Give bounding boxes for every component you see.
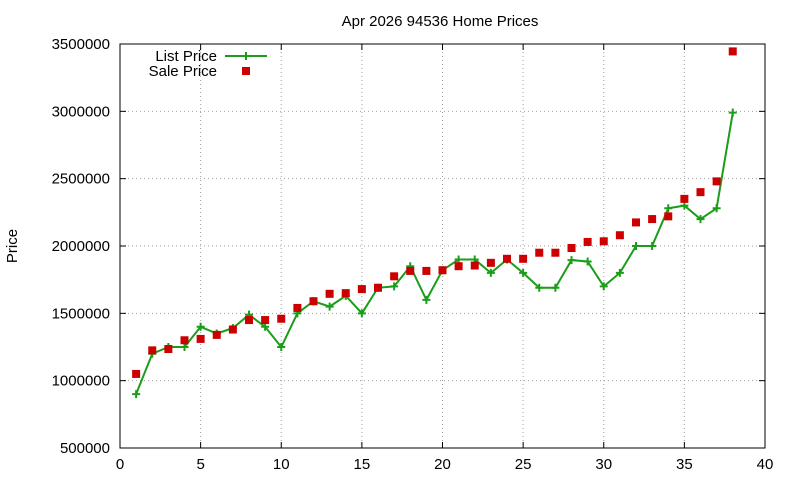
sale-price-point: [325, 289, 334, 298]
list-price-point: [261, 322, 270, 331]
sale-price-point: [374, 283, 382, 292]
plot-series: [132, 47, 737, 399]
sale-price-point: [680, 194, 689, 203]
sale-price-point: [615, 231, 624, 240]
list-price-point: [712, 204, 721, 213]
y-tick-label: 3000000: [52, 103, 110, 120]
sale-price-point: [567, 244, 576, 253]
x-tick-label: 25: [515, 456, 532, 473]
y-tick-label: 1500000: [52, 305, 110, 322]
legend-label-sale-price: Sale Price: [149, 63, 217, 80]
sale-price-point: [309, 297, 318, 306]
list-price-point: [132, 390, 141, 399]
y-tick-label: 2500000: [52, 171, 110, 188]
y-axis-label: Price: [4, 229, 21, 263]
list-price-point: [357, 309, 366, 318]
sale-price-point: [470, 261, 479, 270]
sale-price-point: [551, 248, 560, 257]
list-price-line: [135, 112, 734, 395]
x-tick-label: 10: [273, 456, 290, 473]
sale-price-point: [728, 47, 737, 56]
sale-price-point: [357, 285, 366, 294]
sale-price-point: [293, 303, 302, 312]
legend-label-list-price: List Price: [155, 48, 217, 65]
sale-price-point: [599, 237, 608, 246]
list-price-point: [728, 108, 737, 117]
list-price-point: [599, 282, 608, 291]
grid-lines: [120, 44, 765, 448]
list-price-point: [454, 255, 463, 264]
list-price-point: [277, 343, 286, 351]
sale-price-point: [712, 177, 721, 186]
x-tick-label: 35: [676, 456, 693, 473]
sale-price-point: [212, 330, 221, 339]
list-price-point: [180, 343, 189, 351]
list-price-point: [422, 295, 431, 304]
list-price-point: [390, 282, 399, 291]
list-price-point: [680, 201, 689, 210]
sale-price-point: [454, 262, 463, 271]
list-price-point: [632, 242, 640, 250]
sale-price-point: [245, 316, 253, 325]
x-tick-label: 20: [434, 456, 451, 473]
x-tick-label: 40: [757, 456, 774, 473]
x-tick-label: 0: [116, 456, 124, 473]
sale-price-point: [228, 325, 237, 334]
sale-price-point: [196, 334, 205, 343]
sale-price-point: [406, 266, 415, 275]
list-price-point: [535, 283, 544, 292]
chart-title: Apr 2026 94536 Home Prices: [342, 13, 539, 30]
list-price-point: [325, 302, 334, 311]
sale-price-point: [164, 345, 173, 354]
sale-price-point: [648, 215, 657, 224]
sale-price-point: [632, 218, 640, 227]
list-price-point: [615, 268, 624, 277]
sale-price-point: [503, 254, 511, 263]
x-tick-label: 30: [595, 456, 612, 473]
sale-price-point: [535, 248, 544, 257]
y-tick-label: 500000: [60, 440, 110, 457]
y-tick-label: 3500000: [52, 36, 110, 53]
list-price-point: [696, 215, 705, 224]
axes: 500000 1000000 1500000 2000000 2500000 300000…: [52, 36, 774, 473]
list-price-point: [519, 268, 528, 277]
list-price-point: [196, 322, 205, 331]
sale-price-point: [132, 369, 141, 378]
legend-swatch-sale-price: [242, 67, 250, 75]
y-tick-label: 2000000: [52, 238, 110, 255]
list-price-point: [551, 283, 560, 292]
sale-price-point: [438, 266, 447, 275]
sale-price-point: [486, 258, 495, 267]
sale-price-point: [422, 266, 431, 275]
list-price-point: [664, 204, 673, 213]
x-tick-label: 15: [354, 456, 371, 473]
sale-price-point: [664, 212, 673, 221]
sale-price-point: [261, 316, 270, 325]
list-price-point: [486, 268, 495, 277]
sale-price-point: [341, 289, 350, 298]
sale-price-point: [148, 346, 157, 355]
list-price-point: [567, 256, 576, 265]
sale-price-point: [519, 254, 528, 263]
sale-price-point: [277, 314, 286, 323]
sale-price-point: [390, 272, 399, 281]
sale-price-point: [583, 237, 592, 246]
x-tick-label: 5: [196, 456, 204, 473]
legend-marker-list-price: [242, 52, 250, 60]
sale-price-point: [696, 188, 705, 197]
sale-price-point: [180, 336, 189, 345]
list-price-point: [583, 257, 592, 266]
plot-frame: [119, 43, 766, 449]
y-tick-label: 1000000: [52, 373, 110, 390]
list-price-point: [648, 242, 657, 250]
